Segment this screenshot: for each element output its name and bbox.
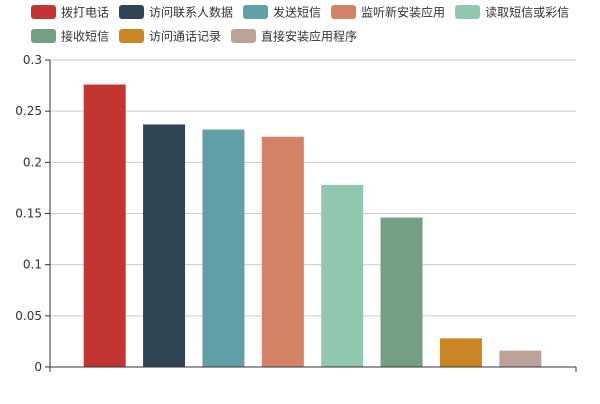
legend-label: 拨打电话 bbox=[61, 6, 109, 20]
legend-item[interactable]: 访问通话记录 bbox=[119, 29, 221, 44]
y-tick-label: 0.3 bbox=[23, 53, 42, 67]
y-tick-label: 0.15 bbox=[15, 207, 42, 221]
legend-item[interactable]: 读取短信或彩信 bbox=[455, 5, 569, 20]
legend-swatch bbox=[31, 29, 56, 43]
bar[interactable] bbox=[261, 136, 304, 367]
bars bbox=[83, 84, 542, 367]
legend-item[interactable]: 访问联系人数据 bbox=[119, 5, 233, 20]
bar[interactable] bbox=[202, 129, 245, 367]
legend-item[interactable]: 拨打电话 bbox=[31, 5, 109, 20]
legend-item[interactable]: 接收短信 bbox=[31, 29, 109, 44]
x-axis bbox=[49, 366, 577, 372]
legend-swatch bbox=[455, 5, 481, 19]
legend-label: 访问联系人数据 bbox=[149, 5, 233, 20]
bar[interactable] bbox=[143, 124, 186, 367]
y-tick-label: 0 bbox=[34, 360, 42, 374]
y-tick-label: 0.05 bbox=[15, 309, 42, 323]
legend-swatch bbox=[119, 29, 145, 43]
y-tick-label: 0.2 bbox=[23, 155, 42, 169]
legend-label: 访问通话记录 bbox=[149, 30, 221, 44]
legend-label: 接收短信 bbox=[61, 29, 109, 44]
legend-swatch bbox=[243, 5, 269, 19]
legend-label: 读取短信或彩信 bbox=[485, 6, 569, 20]
gridlines bbox=[50, 59, 576, 317]
legend-label: 直接安装应用程序 bbox=[261, 29, 357, 44]
bar[interactable] bbox=[83, 84, 126, 367]
legend-swatch bbox=[31, 5, 56, 19]
bar[interactable] bbox=[380, 217, 423, 367]
legend-label: 发送短信 bbox=[273, 5, 321, 20]
bar[interactable] bbox=[499, 350, 542, 367]
legend-item[interactable]: 发送短信 bbox=[243, 5, 321, 20]
y-tick-label: 0.1 bbox=[23, 258, 42, 272]
y-axis: 0 0.05 0.1 0.15 0.2 0.25 0.3 bbox=[15, 53, 51, 374]
bar[interactable] bbox=[439, 338, 482, 367]
legend-swatch bbox=[231, 29, 257, 43]
legend-swatch bbox=[119, 5, 145, 19]
legend-item[interactable]: 直接安装应用程序 bbox=[231, 29, 357, 44]
bar[interactable] bbox=[321, 184, 364, 367]
legend-swatch bbox=[331, 5, 357, 19]
legend-item[interactable]: 监听新安装应用 bbox=[331, 5, 445, 20]
legend-label: 监听新安装应用 bbox=[361, 5, 445, 20]
y-tick-label: 0.25 bbox=[15, 104, 42, 118]
